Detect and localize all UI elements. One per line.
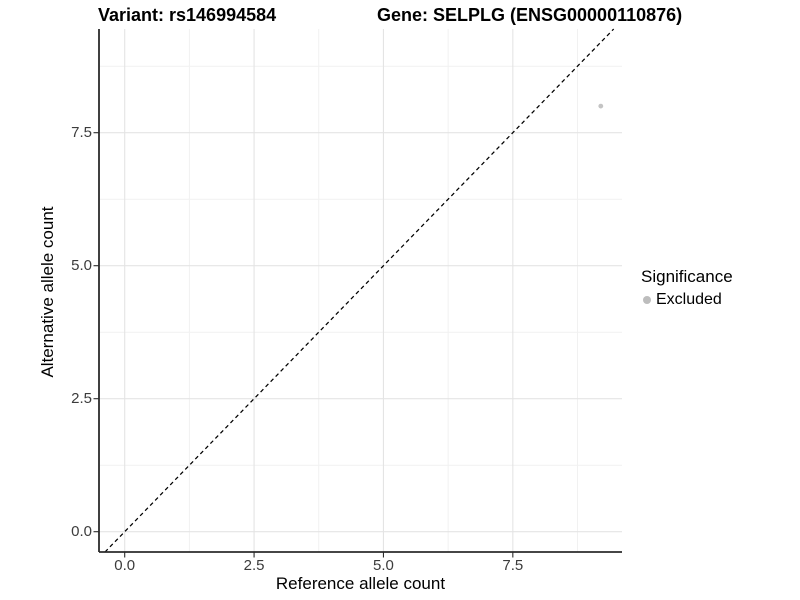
x-tick-label: 5.0 (373, 557, 394, 574)
legend-item-excluded: Excluded (643, 291, 733, 309)
y-tick-label: 0.0 (71, 522, 92, 540)
identity-dashed-line (104, 28, 615, 553)
excluded-circle-icon (643, 296, 651, 304)
y-tick-label: 5.0 (71, 256, 92, 274)
data-point-excluded (598, 103, 604, 109)
x-tick-label: 7.5 (502, 557, 524, 574)
legend-title: Significance (641, 267, 733, 286)
plot-title-gene: Gene: SELPLG (ENSG00000110876) (377, 5, 683, 25)
y-tick-label: 2.5 (71, 389, 92, 407)
y-tick-label: 7.5 (71, 123, 92, 141)
x-tick-label: 0.0 (114, 557, 136, 574)
legend-item-label: Excluded (656, 291, 722, 308)
x-tick-label: 2.5 (243, 557, 265, 574)
plot-title-variant: Variant: rs146994584 (98, 5, 277, 25)
x-axis-title: Reference allele count (275, 574, 446, 593)
y-axis-title: Alternative allele count (38, 206, 57, 378)
legend: Significance Excluded (641, 266, 733, 309)
